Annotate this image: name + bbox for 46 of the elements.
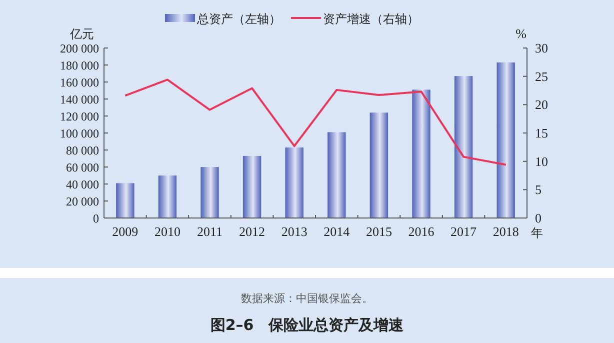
x-tick-label: 2018 [492,224,519,239]
x-tick-label: 2010 [154,224,180,239]
y2-tick-label: 20 [535,97,548,112]
y-tick-label: 200 000 [60,42,99,56]
bar [116,183,134,218]
x-tick-label: 2013 [281,224,308,239]
x-tick-label: 2011 [196,224,223,239]
bar [454,76,473,218]
y-tick-label: 0 [93,212,99,226]
y2-tick-label: 10 [535,154,548,169]
x-tick-label: 2016 [408,224,435,239]
y2-tick-label: 15 [535,126,548,140]
x-tick-label: 2015 [366,224,392,239]
legend-label: 总资产（左轴） [196,12,281,26]
text: 图2–6 保险业总资产及增速 [210,316,405,334]
x-tick-label: 2014 [324,224,350,239]
y2-axis-title: % [516,26,527,41]
y-tick-label: 140 000 [60,92,99,106]
y2-tick-label: 5 [535,182,542,198]
x-tick-label: 2012 [239,224,266,239]
x-tick-label: 2017 [450,224,478,239]
y-tick-label: 40 000 [66,178,99,192]
y-tick-label: 80 000 [66,144,99,158]
bar [158,176,177,218]
source-note: 数据来源：中国银保监会。 [241,292,373,305]
bar [370,112,388,218]
y-tick-label: 60 000 [66,160,99,174]
y-tick-label: 100 000 [60,126,99,140]
y2-tick-label: 25 [535,68,548,84]
y-axis-title: 亿元 [69,27,94,41]
line-series [124,78,507,166]
bar [242,156,262,218]
x-axis-title: 年 [531,226,543,240]
y-tick-label: 180 000 [60,58,99,72]
y2-tick-label: 0 [535,210,542,226]
bar [412,90,430,218]
bar [285,147,304,218]
y2-tick-label: 30 [535,40,548,56]
x-tick-label: 2009 [112,224,138,239]
y-tick-label: 120 000 [60,110,99,124]
y-tick-label: 160 000 [60,76,99,90]
bar [200,167,219,218]
bar [496,62,515,218]
y-tick-label: 20 000 [66,194,99,208]
legend-label: 资产增速（右轴） [323,12,419,26]
bar [328,132,346,218]
